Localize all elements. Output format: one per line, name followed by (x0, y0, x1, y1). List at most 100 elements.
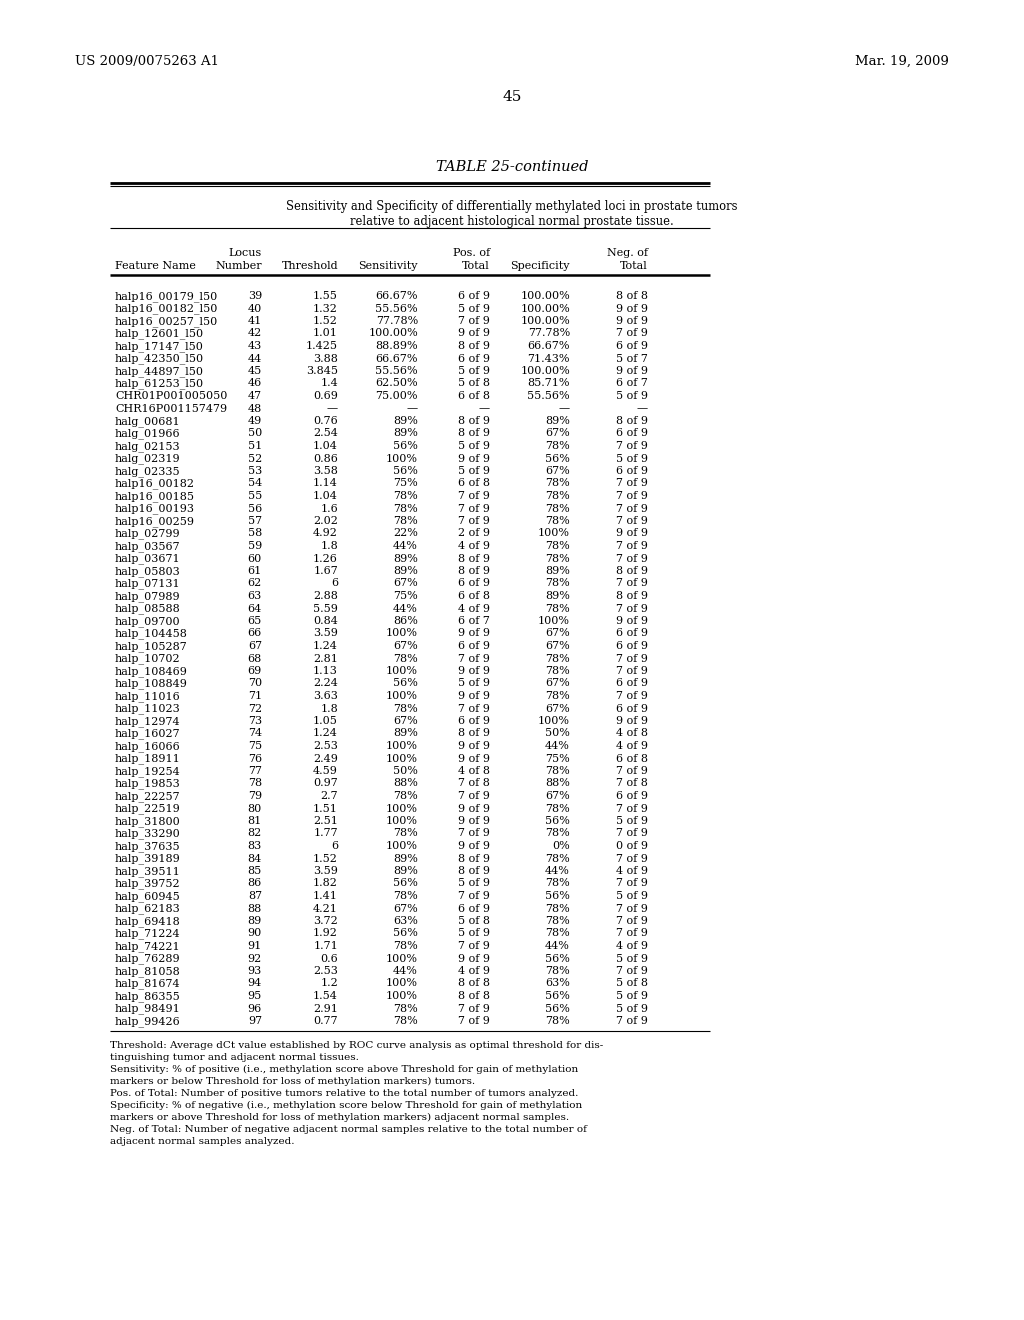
Text: 6 of 9: 6 of 9 (458, 903, 490, 913)
Text: 3.72: 3.72 (313, 916, 338, 927)
Text: 1.71: 1.71 (313, 941, 338, 950)
Text: 6: 6 (331, 841, 338, 851)
Text: 4 of 9: 4 of 9 (616, 866, 648, 876)
Text: 1.4: 1.4 (321, 379, 338, 388)
Text: 3.58: 3.58 (313, 466, 338, 477)
Text: halp16_00257_l50: halp16_00257_l50 (115, 315, 218, 327)
Text: 78%: 78% (545, 441, 570, 451)
Text: halp_08588: halp_08588 (115, 603, 181, 614)
Text: 0.76: 0.76 (313, 416, 338, 426)
Text: 56%: 56% (393, 441, 418, 451)
Text: 7 of 9: 7 of 9 (616, 541, 648, 550)
Text: 2.02: 2.02 (313, 516, 338, 525)
Text: 75.00%: 75.00% (376, 391, 418, 401)
Text: 44: 44 (248, 354, 262, 363)
Text: 87: 87 (248, 891, 262, 902)
Text: 88: 88 (248, 903, 262, 913)
Text: 7 of 9: 7 of 9 (616, 479, 648, 488)
Text: 45: 45 (503, 90, 521, 104)
Text: 100%: 100% (386, 741, 418, 751)
Text: 100%: 100% (386, 816, 418, 826)
Text: 100%: 100% (538, 715, 570, 726)
Text: Pos. of Total: Number of positive tumors relative to the total number of tumors : Pos. of Total: Number of positive tumors… (110, 1089, 579, 1097)
Text: 75: 75 (248, 741, 262, 751)
Text: 8 of 8: 8 of 8 (458, 991, 490, 1001)
Text: 44%: 44% (545, 941, 570, 950)
Text: 9 of 9: 9 of 9 (458, 841, 490, 851)
Text: 5 of 9: 5 of 9 (616, 816, 648, 826)
Text: 56: 56 (248, 503, 262, 513)
Text: 1.55: 1.55 (313, 290, 338, 301)
Text: 100.00%: 100.00% (520, 366, 570, 376)
Text: 89%: 89% (393, 854, 418, 863)
Text: 1.92: 1.92 (313, 928, 338, 939)
Text: 55.56%: 55.56% (376, 304, 418, 314)
Text: 85: 85 (248, 866, 262, 876)
Text: 5 of 9: 5 of 9 (458, 441, 490, 451)
Text: 4.21: 4.21 (313, 903, 338, 913)
Text: 89%: 89% (545, 566, 570, 576)
Text: 6 of 9: 6 of 9 (616, 704, 648, 714)
Text: 77.78%: 77.78% (376, 315, 418, 326)
Text: 1.24: 1.24 (313, 642, 338, 651)
Text: 1.77: 1.77 (313, 829, 338, 838)
Text: 65: 65 (248, 616, 262, 626)
Text: 5 of 9: 5 of 9 (458, 678, 490, 689)
Text: 4.59: 4.59 (313, 766, 338, 776)
Text: 1.52: 1.52 (313, 854, 338, 863)
Text: 9 of 9: 9 of 9 (616, 366, 648, 376)
Text: halp_37635: halp_37635 (115, 841, 180, 851)
Text: 8 of 8: 8 of 8 (616, 290, 648, 301)
Text: 1.14: 1.14 (313, 479, 338, 488)
Text: 6 of 8: 6 of 8 (458, 479, 490, 488)
Text: 78%: 78% (393, 1003, 418, 1014)
Text: 7 of 9: 7 of 9 (616, 766, 648, 776)
Text: 89: 89 (248, 916, 262, 927)
Text: halp_81058: halp_81058 (115, 966, 181, 977)
Text: halp16_00182_l50: halp16_00182_l50 (115, 304, 218, 314)
Text: 0.97: 0.97 (313, 779, 338, 788)
Text: halp_39511: halp_39511 (115, 866, 181, 876)
Text: 63%: 63% (545, 978, 570, 989)
Text: halp_12974: halp_12974 (115, 715, 180, 727)
Text: 7 of 9: 7 of 9 (458, 829, 490, 838)
Text: 78%: 78% (545, 903, 570, 913)
Text: 5 of 9: 5 of 9 (458, 928, 490, 939)
Text: 92: 92 (248, 953, 262, 964)
Text: Mar. 19, 2009: Mar. 19, 2009 (855, 55, 949, 69)
Text: 78%: 78% (393, 891, 418, 902)
Text: halg_01966: halg_01966 (115, 429, 180, 440)
Text: 2.49: 2.49 (313, 754, 338, 763)
Text: 95: 95 (248, 991, 262, 1001)
Text: 3.59: 3.59 (313, 628, 338, 639)
Text: 40: 40 (248, 304, 262, 314)
Text: halp_07131: halp_07131 (115, 578, 180, 589)
Text: 89%: 89% (393, 566, 418, 576)
Text: 77.78%: 77.78% (527, 329, 570, 338)
Text: 1.2: 1.2 (321, 978, 338, 989)
Text: 2.91: 2.91 (313, 1003, 338, 1014)
Text: 9 of 9: 9 of 9 (458, 953, 490, 964)
Text: 100%: 100% (386, 690, 418, 701)
Text: 3.845: 3.845 (306, 366, 338, 376)
Text: 55.56%: 55.56% (376, 366, 418, 376)
Text: 6 of 9: 6 of 9 (616, 429, 648, 438)
Text: 64: 64 (248, 603, 262, 614)
Text: 78%: 78% (545, 578, 570, 589)
Text: 56%: 56% (545, 953, 570, 964)
Text: 7 of 9: 7 of 9 (458, 503, 490, 513)
Text: 49: 49 (248, 416, 262, 426)
Text: 3.88: 3.88 (313, 354, 338, 363)
Text: 8 of 9: 8 of 9 (458, 566, 490, 576)
Text: 52: 52 (248, 454, 262, 463)
Text: 94: 94 (248, 978, 262, 989)
Text: 67%: 67% (545, 466, 570, 477)
Text: 6 of 7: 6 of 7 (458, 616, 490, 626)
Text: halp_39752: halp_39752 (115, 879, 180, 890)
Text: 100%: 100% (386, 667, 418, 676)
Text: 5.59: 5.59 (313, 603, 338, 614)
Text: halp_108469: halp_108469 (115, 667, 187, 677)
Text: 71: 71 (248, 690, 262, 701)
Text: 9 of 9: 9 of 9 (616, 304, 648, 314)
Text: halp_62183: halp_62183 (115, 903, 181, 915)
